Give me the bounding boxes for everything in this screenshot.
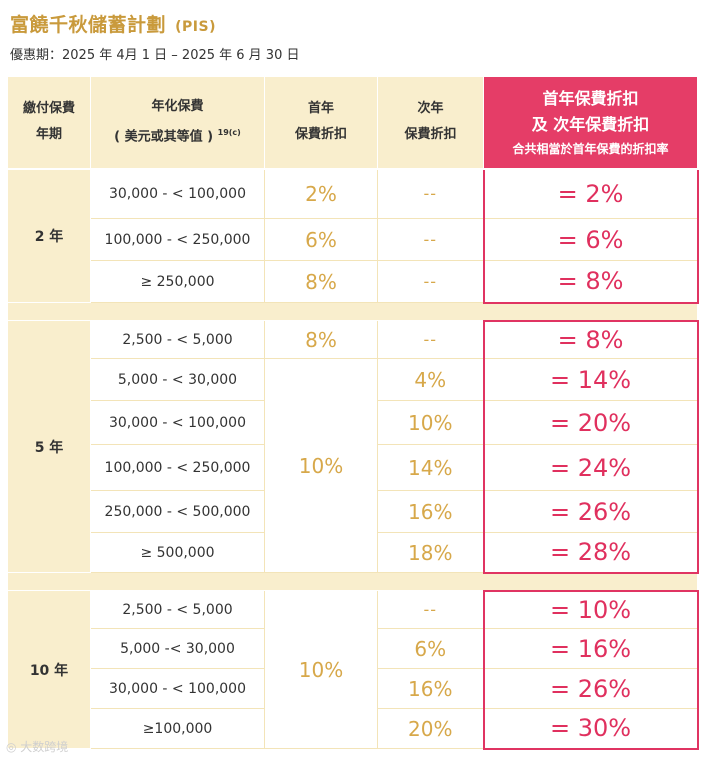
first-year-discount: 10% (264, 358, 378, 573)
header-combined: 首年保費折扣及 次年保費折扣 合共相當於首年保費的折扣率 (483, 76, 698, 170)
first-year-discount: 8% (264, 320, 378, 359)
plan-code: (PIS) (175, 19, 216, 35)
second-year-discount: -- (377, 590, 484, 629)
combined-discount: = 24% (482, 444, 699, 491)
premium-range: 100,000 - < 250,000 (90, 218, 265, 261)
second-year-discount: 14% (377, 444, 484, 491)
combined-discount: = 20% (482, 400, 699, 445)
premium-range: 2,500 - < 5,000 (90, 590, 265, 629)
premium-range: 250,000 - < 500,000 (90, 490, 265, 533)
first-year-discount: 10% (264, 590, 378, 749)
term-cell: 10 年 (7, 590, 91, 749)
combined-discount: = 8% (482, 260, 699, 304)
second-year-discount: -- (377, 218, 484, 261)
premium-range: 30,000 - < 100,000 (90, 668, 265, 709)
second-year-discount: 4% (377, 358, 484, 401)
table-row: ≥ 500,000 18% = 28% (8, 532, 699, 574)
header-first-year: 首年 保費折扣 (264, 76, 378, 170)
first-year-discount: 2% (264, 168, 378, 219)
table-row: 5 年 2,500 - < 5,000 8% -- = 8% (7, 319, 699, 573)
premium-range: ≥100,000 (90, 708, 265, 749)
offer-period: 優惠期：2025 年 4月 1 日 – 2025 年 6 月 30 日 (10, 48, 300, 63)
combined-discount: = 30% (482, 708, 699, 750)
table-row: 30,000 - < 100,000 16% = 26% (8, 668, 699, 709)
premium-range: ≥ 500,000 (90, 532, 265, 573)
table-row: 2 年 30,000 - < 100,000 2% -- = 2% (7, 167, 699, 303)
combined-discount: = 26% (482, 668, 699, 709)
term-cell: 5 年 (7, 320, 91, 573)
table-row: 5,000 - < 30,000 10% 4% = 14% (8, 358, 699, 573)
header-term: 繳付保費 年期 (7, 76, 91, 170)
combined-discount: = 26% (482, 490, 699, 533)
second-year-discount: 16% (377, 490, 484, 533)
page-title: 富饒千秋儲蓄計劃 (PIS) (10, 14, 216, 36)
discount-table: 繳付保費 年期 年化保費( 美元或其等值 ) 19(c) 首年 保費折扣 次年 保費折… (7, 76, 699, 750)
premium-range: 2,500 - < 5,000 (90, 320, 265, 359)
combined-discount: = 6% (482, 218, 699, 261)
table-row: ≥100,000 20% = 30% (8, 708, 699, 750)
combined-discount: = 8% (482, 319, 699, 359)
second-year-discount: -- (377, 168, 484, 219)
table-row: 250,000 - < 500,000 16% = 26% (8, 490, 699, 533)
second-year-discount: 16% (377, 668, 484, 709)
premium-range: 5,000 -< 30,000 (90, 628, 265, 669)
second-year-discount: 6% (377, 628, 484, 669)
table-row: 5,000 -< 30,000 6% = 16% (8, 628, 699, 669)
group-divider (7, 302, 698, 321)
group-divider (7, 572, 698, 591)
premium-range: ≥ 250,000 (90, 260, 265, 303)
combined-discount: = 10% (482, 589, 699, 629)
table-row: 100,000 - < 250,000 14% = 24% (8, 444, 699, 491)
second-year-discount: 18% (377, 532, 484, 573)
table-row: 10 年 2,500 - < 5,000 10% -- = 10% (7, 589, 699, 749)
premium-range: 30,000 - < 100,000 (90, 168, 265, 219)
second-year-discount: -- (377, 260, 484, 303)
term-cell: 2 年 (7, 168, 91, 303)
premium-range: 5,000 - < 30,000 (90, 358, 265, 401)
table-row: ≥ 250,000 8% -- = 8% (8, 260, 699, 304)
second-year-discount: -- (377, 320, 484, 359)
table-row: 30,000 - < 100,000 10% = 20% (8, 400, 699, 445)
premium-range: 100,000 - < 250,000 (90, 444, 265, 491)
table-row: 100,000 - < 250,000 6% -- = 6% (8, 218, 699, 261)
premium-range: 30,000 - < 100,000 (90, 400, 265, 445)
header-second-year: 次年 保費折扣 (377, 76, 484, 170)
combined-discount: = 16% (482, 628, 699, 669)
header-row: 繳付保費 年期 年化保費( 美元或其等值 ) 19(c) 首年 保費折扣 次年 保費折… (7, 76, 698, 170)
header-premium: 年化保費( 美元或其等值 ) 19(c) (90, 76, 265, 170)
combined-discount: = 14% (482, 358, 699, 401)
watermark: ◎ 大数跨境 (6, 740, 69, 754)
combined-discount: = 28% (482, 532, 699, 574)
second-year-discount: 10% (377, 400, 484, 445)
combined-discount: = 2% (482, 167, 699, 219)
first-year-discount: 8% (264, 260, 378, 303)
second-year-discount: 20% (377, 708, 484, 749)
first-year-discount: 6% (264, 218, 378, 261)
